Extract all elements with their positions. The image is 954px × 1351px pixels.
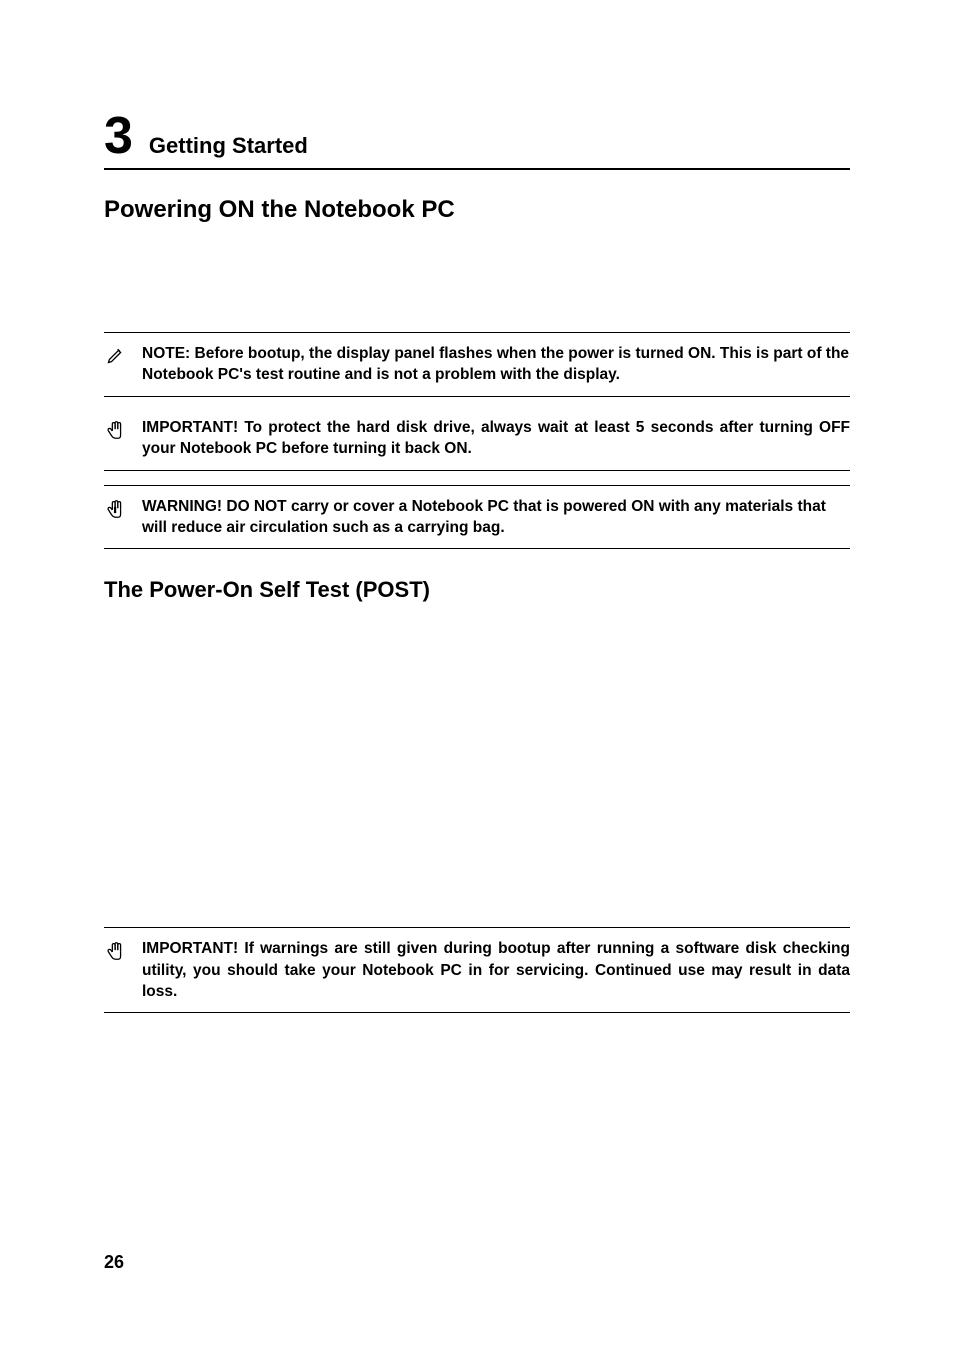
svg-text:!: ! [114,505,116,514]
page-number: 26 [104,1252,124,1273]
warning-icon: ! [104,496,128,520]
chapter-title: Getting Started [149,133,308,159]
heading-powering-on: Powering ON the Notebook PC [104,196,850,224]
hand-icon [104,938,128,962]
important1-row: IMPORTANT! To protect the hard disk driv… [104,411,850,466]
hand-icon [104,417,128,441]
important2-row: IMPORTANT! If warnings are still given d… [104,932,850,1008]
rule [104,485,850,486]
chapter-number: 3 [104,110,133,162]
rule [104,470,850,471]
warning-row: ! WARNING! DO NOT carry or cover a Noteb… [104,490,850,545]
important-callout-1: IMPORTANT! To protect the hard disk driv… [104,411,850,471]
important-callout-2: IMPORTANT! If warnings are still given d… [104,927,850,1013]
post-paragraph-block [104,613,850,913]
warning-text: WARNING! DO NOT carry or cover a Noteboo… [142,496,850,539]
rule [104,1012,850,1013]
intro-paragraph-block [104,234,850,318]
note-text: NOTE: Before bootup, the display panel f… [142,343,850,386]
chapter-header: 3 Getting Started [104,110,850,170]
note-row: NOTE: Before bootup, the display panel f… [104,337,850,392]
important2-text: IMPORTANT! If warnings are still given d… [142,938,850,1002]
rule [104,548,850,549]
rule [104,927,850,928]
important1-text: IMPORTANT! To protect the hard disk driv… [142,417,850,460]
rule [104,396,850,397]
rule [104,332,850,333]
pencil-icon [104,343,128,365]
manual-page: 3 Getting Started Powering ON the Notebo… [0,0,954,1067]
heading-post: The Power-On Self Test (POST) [104,577,850,603]
warning-callout: ! WARNING! DO NOT carry or cover a Noteb… [104,485,850,550]
note-callout: NOTE: Before bootup, the display panel f… [104,332,850,397]
